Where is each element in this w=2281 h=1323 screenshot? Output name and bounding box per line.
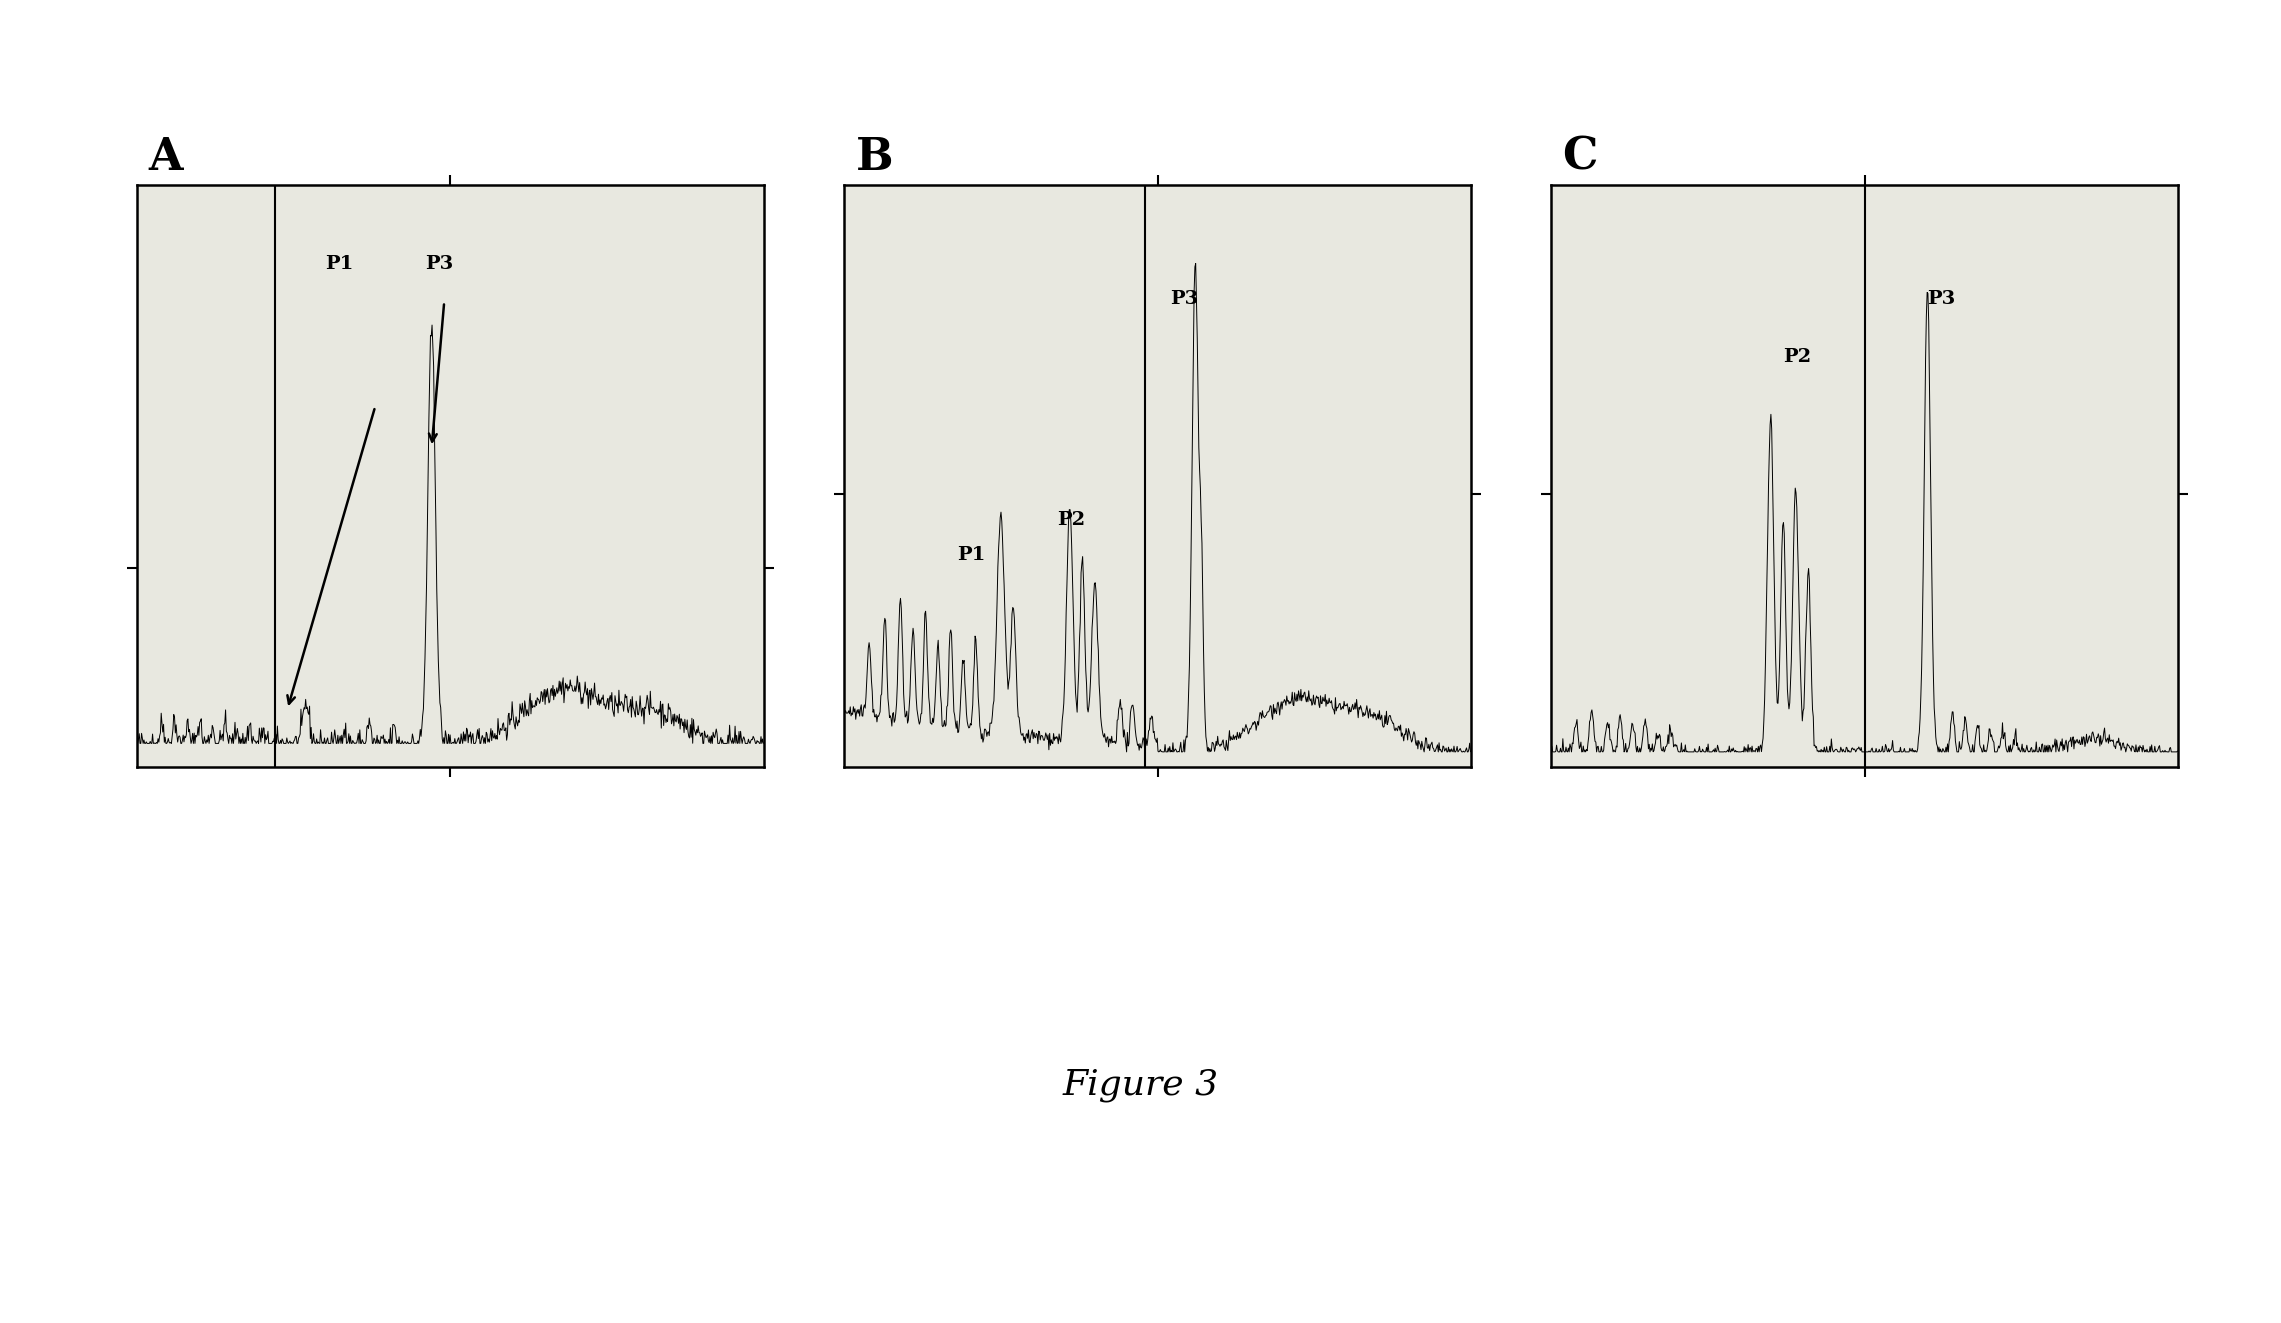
Text: P2: P2	[1784, 348, 1811, 366]
Text: P1: P1	[324, 255, 354, 273]
Text: A: A	[148, 135, 182, 179]
Text: P1: P1	[958, 546, 985, 564]
Text: B: B	[855, 135, 892, 179]
Text: P2: P2	[1058, 511, 1086, 529]
Text: P3: P3	[1927, 290, 1955, 308]
Text: P3: P3	[1170, 290, 1198, 308]
Text: P3: P3	[424, 255, 454, 273]
Text: C: C	[1562, 135, 1599, 179]
Text: Figure 3: Figure 3	[1063, 1068, 1218, 1102]
